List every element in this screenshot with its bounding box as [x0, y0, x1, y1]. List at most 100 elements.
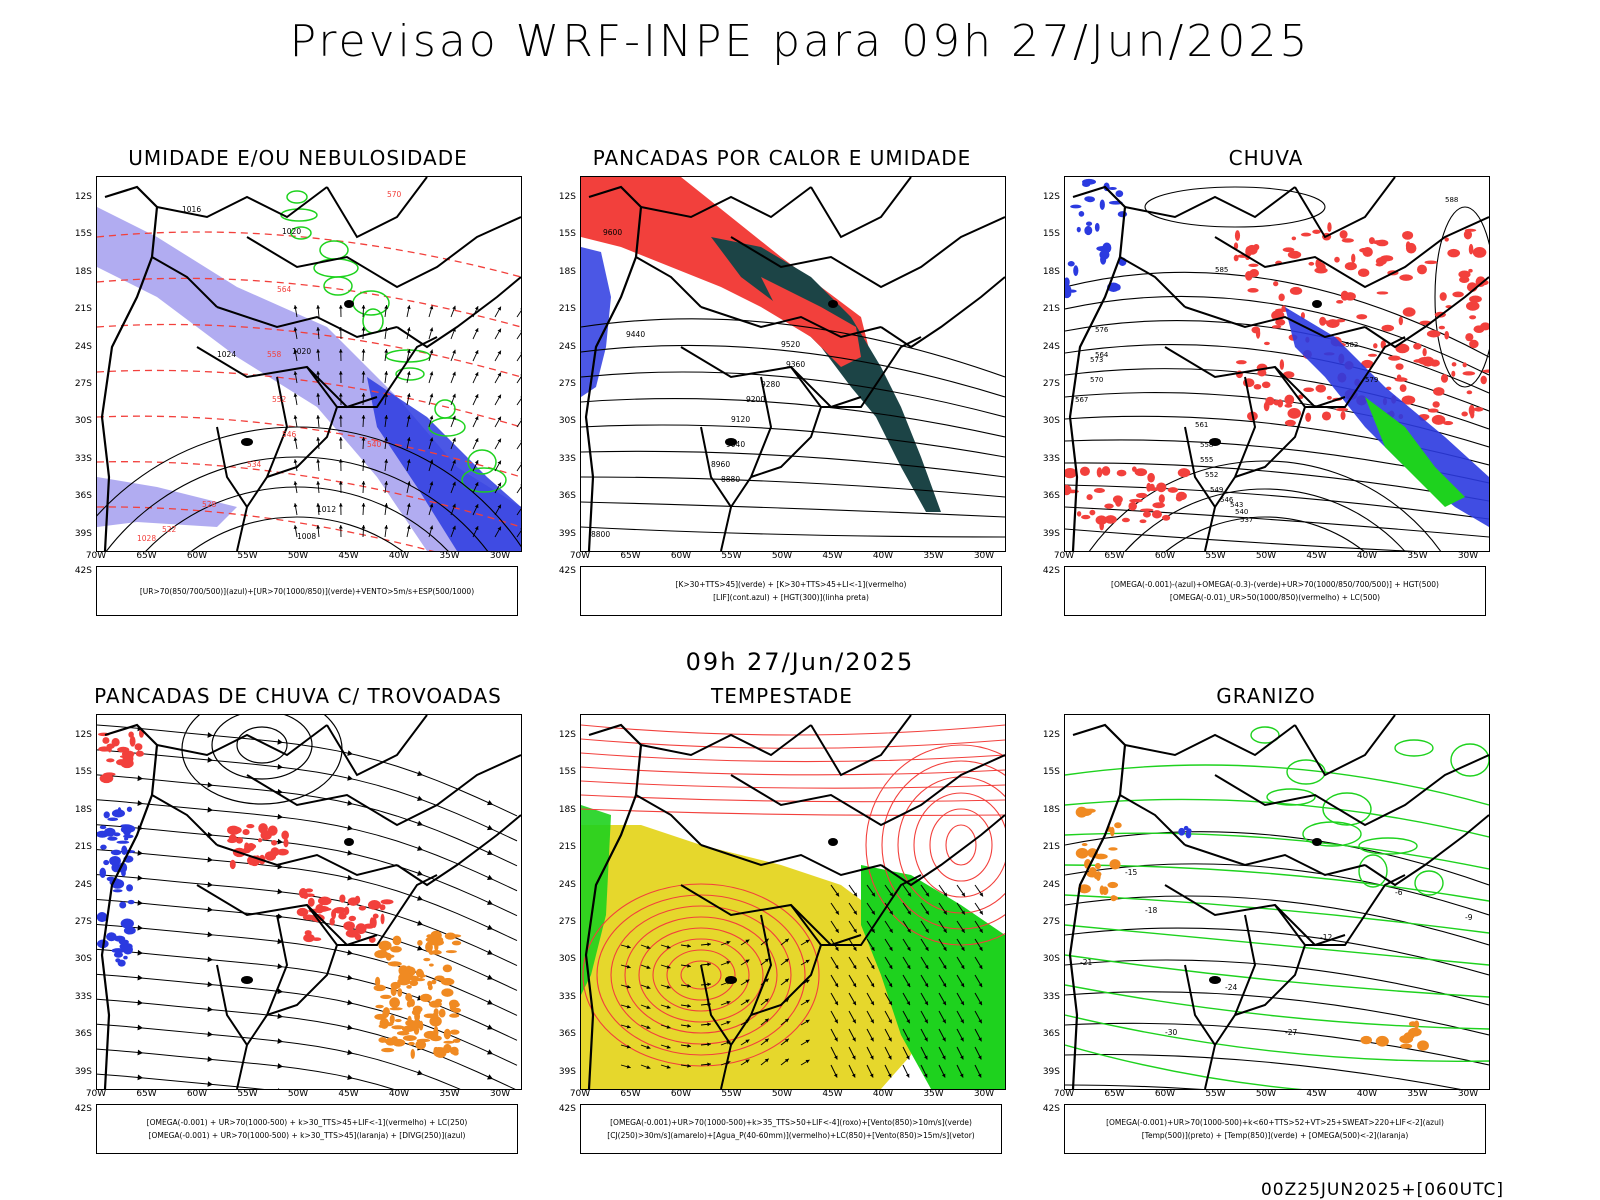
country-border [640, 724, 812, 757]
wind-vector [316, 393, 321, 406]
precip-cell [1400, 1043, 1413, 1049]
precip-cell [1465, 333, 1474, 342]
precip-cell [494, 317, 505, 325]
longitude-tick-label: 65W [136, 1089, 157, 1099]
contour-label: 567 [1075, 396, 1088, 404]
wind-vector [884, 902, 894, 915]
latitude-tick-label: 15S [74, 767, 92, 778]
precip-cell [304, 930, 312, 936]
streamline-arrow [207, 906, 213, 913]
latitude-axis: 12S 15S 18S 21S 24S 27S 30S 33S 36S 39S 42S [1016, 176, 1064, 576]
longitude-tick-label: 40W [872, 1089, 894, 1099]
precip-cell [289, 243, 295, 248]
precip-cell [1462, 371, 1476, 376]
panel-legend: [UR>70(850/700/500)](azul)+[UR>70(1000/8… [96, 566, 518, 616]
wind-vector [516, 528, 521, 538]
precip-cell [343, 921, 355, 931]
wind-vector [640, 1024, 651, 1030]
country-border [1184, 306, 1366, 339]
precip-cell [427, 984, 433, 991]
hgt-contour [581, 318, 1005, 378]
latitude-tick-label: 12S [74, 730, 92, 740]
temp500-contour [1065, 831, 1489, 886]
contour-label: 573 [1090, 356, 1103, 364]
latitude-tick-label: 30S [74, 954, 92, 965]
precip-cell [392, 274, 397, 279]
latitude-tick-label: 39S [558, 1066, 576, 1077]
precip-cell [432, 318, 438, 328]
contour-label: -15 [1125, 868, 1137, 877]
streamline-arrow [417, 820, 423, 826]
precip-cell [1076, 511, 1082, 517]
contour-label: 570 [387, 190, 402, 199]
wind-vector [974, 1010, 983, 1024]
lake-mark [725, 976, 737, 984]
latitude-tick-label: 27S [558, 379, 576, 389]
wind-vector [974, 956, 983, 970]
precip-cell [400, 970, 411, 982]
hgt500-contour [1065, 484, 1489, 520]
wind-vector [516, 462, 521, 472]
precip-cell [344, 906, 350, 915]
precip-cell [1319, 316, 1327, 326]
precip-cell [423, 1030, 438, 1040]
precip-cell [1081, 514, 1091, 520]
streamline-arrow [207, 732, 213, 738]
hgt500-contour [1065, 506, 1489, 538]
wind-vector [902, 1064, 910, 1078]
lc850-contour [581, 766, 1005, 776]
longitude-tick-label: 35W [439, 1089, 460, 1099]
wind-vector [920, 920, 930, 933]
longitude-tick-label: 45W [822, 1089, 843, 1099]
temp850-contour [1266, 788, 1316, 806]
wind-vector [620, 1044, 631, 1049]
precip-cell [1129, 498, 1143, 503]
wind-vector [406, 415, 411, 428]
precip-cell [1265, 396, 1275, 406]
wind-vector [700, 1062, 711, 1067]
wind-vector [830, 920, 840, 933]
latitude-tick-label: 33S [558, 991, 576, 1002]
wind-vector [316, 459, 321, 472]
contour-label: 9200 [746, 395, 765, 404]
temp500-contour [1065, 1022, 1489, 1066]
precip-cell [1085, 196, 1096, 203]
contour-label: 522 [162, 525, 177, 534]
streamline-arrow [277, 813, 283, 820]
wind-vector [920, 1064, 928, 1078]
precip-cell [444, 932, 457, 940]
wind-vector [974, 884, 984, 897]
streamline-arrow [137, 775, 143, 782]
longitude-tick-label: 60W [670, 1089, 692, 1099]
temp850-contour [1358, 837, 1418, 855]
latitude-tick-label: 42S [74, 566, 92, 576]
precip-cell [242, 829, 250, 836]
contour-label: 540 [1235, 508, 1248, 516]
wind-vector [384, 415, 389, 428]
contour-label: -27 [1285, 1028, 1297, 1037]
streamline-arrow [347, 800, 353, 806]
longitude-tick-label: 40W [388, 1089, 410, 1099]
latitude-tick-label: 24S [74, 879, 92, 890]
longitude-tick-label: 55W [1205, 1089, 1226, 1099]
precip-cell [1147, 472, 1155, 483]
precip-cell [1186, 828, 1192, 834]
streamline [97, 899, 518, 991]
latitude-tick-label: 27S [74, 917, 92, 927]
precip-cell [228, 834, 237, 843]
wind-vector [316, 305, 321, 318]
precip-cell [1473, 325, 1485, 333]
map-svg [97, 715, 521, 1089]
wind-vector [740, 939, 750, 946]
precip-cell [405, 993, 413, 1002]
wind-vector [384, 371, 389, 384]
precip-cell [1312, 229, 1321, 234]
wind-vector [956, 938, 965, 952]
longitude-tick-label: 60W [1154, 1089, 1176, 1099]
coastline [584, 185, 643, 551]
latitude-tick-label: 12S [74, 192, 92, 202]
precip-cell [1104, 515, 1117, 524]
wind-vector [338, 348, 343, 362]
thickness-contour [97, 461, 521, 528]
precip-cell [1094, 853, 1108, 860]
